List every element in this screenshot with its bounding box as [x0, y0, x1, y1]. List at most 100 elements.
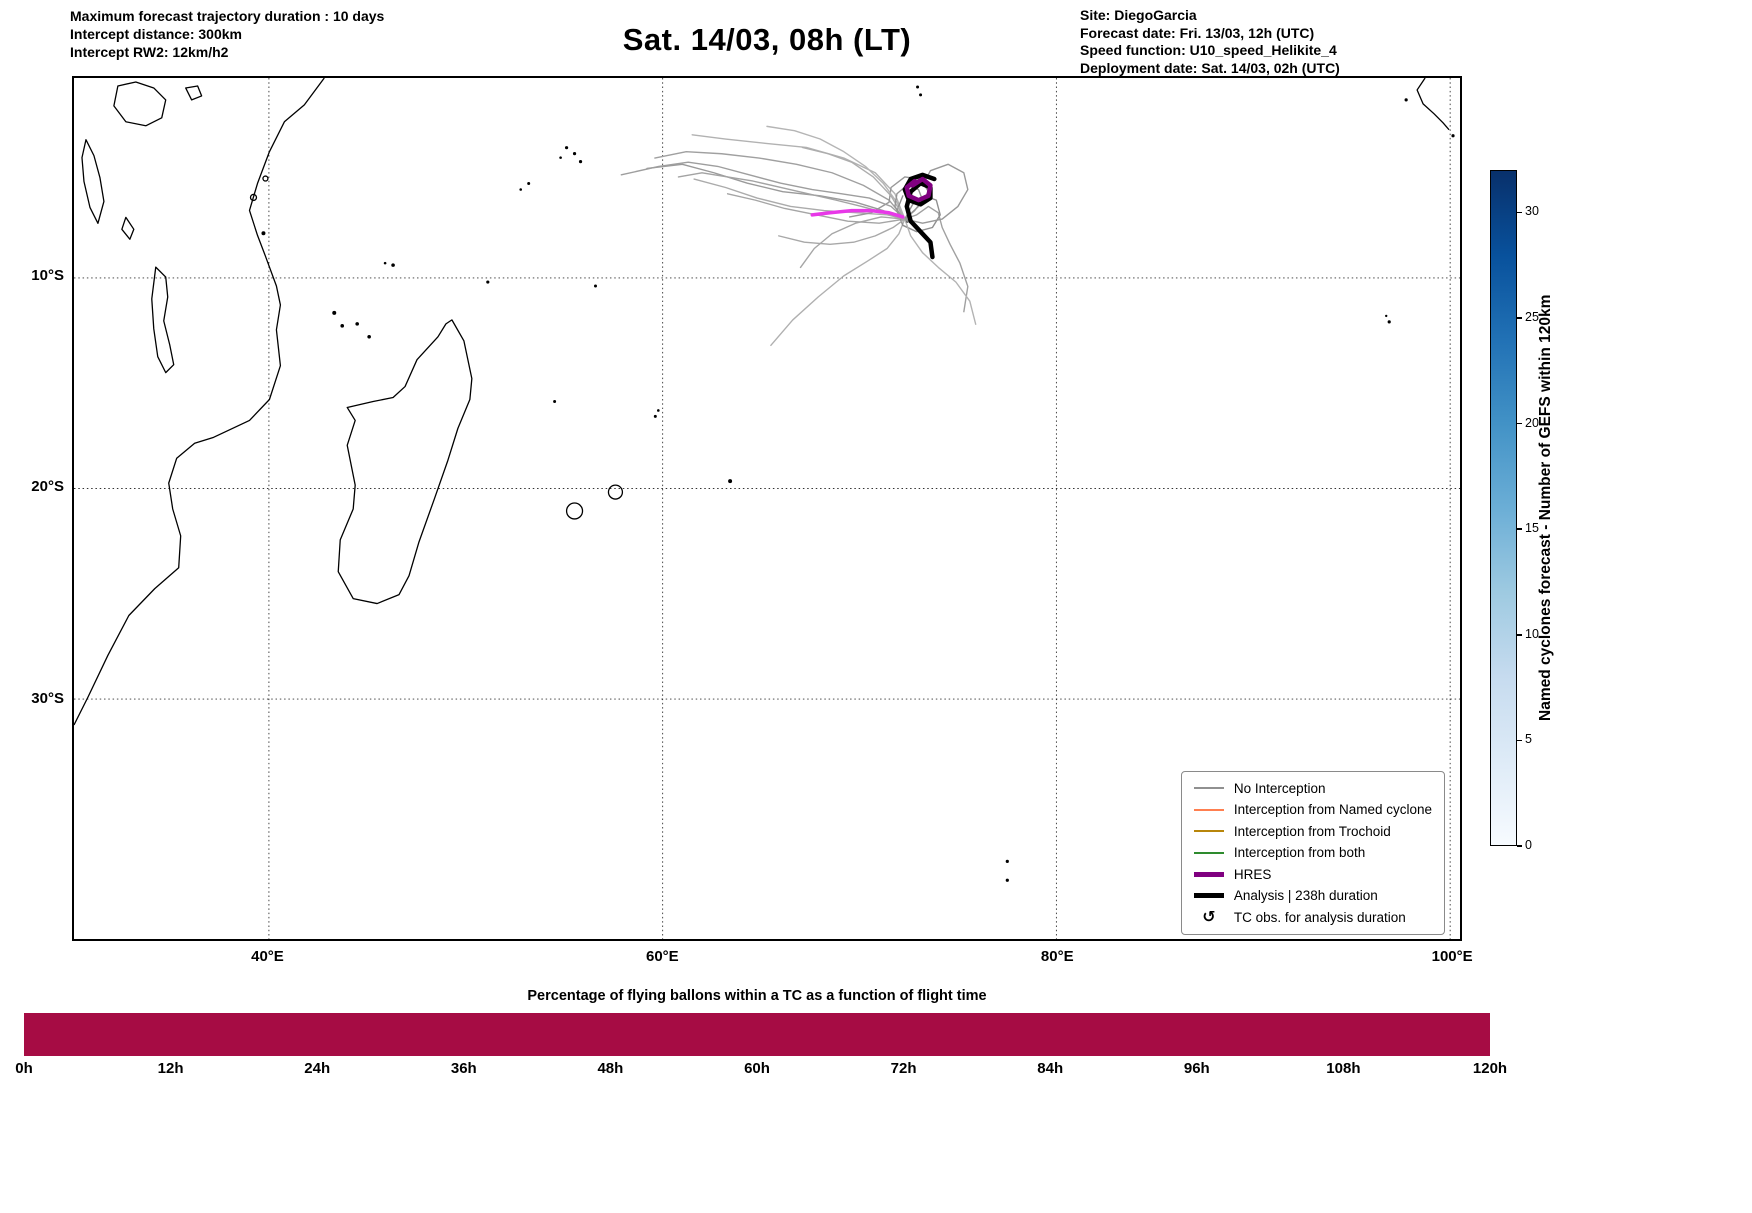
- madagascar-coastline: [337, 319, 473, 605]
- flight-time-tick-label: 120h: [1472, 1060, 1508, 1077]
- st-brandon-island: [657, 409, 660, 412]
- legend-line-sample: [1193, 851, 1224, 854]
- zanzibar-island: [249, 193, 258, 202]
- lake-malawi: [151, 266, 175, 374]
- comoros-island: [340, 324, 345, 328]
- st-brandon-island: [653, 414, 657, 418]
- seychelles-island: [564, 146, 569, 150]
- bottom-chart-title: Percentage of flying ballons within a TC…: [527, 988, 987, 1004]
- bottom-axis-ticks: 0h 12h 24h 36h 48h 60h 72h 84h 96h 108h 120h: [15, 1060, 1507, 1082]
- trajectory-no-interception: [770, 218, 906, 347]
- maldives-island: [919, 93, 923, 97]
- trajectory-no-interception: [646, 163, 906, 220]
- seychelles-island: [559, 156, 562, 159]
- legend: No Interception Interception from Named c…: [1180, 770, 1445, 935]
- colorbar-tick-label: 5: [1525, 732, 1532, 747]
- legend-line-sample: [1193, 871, 1224, 877]
- mayotte-island: [367, 335, 371, 339]
- flight-time-tick-label: 24h: [304, 1060, 331, 1077]
- legend-label: No Interception: [1233, 780, 1326, 796]
- flight-time-tick-label: 72h: [890, 1060, 917, 1077]
- trajectory-no-interception: [904, 205, 969, 313]
- legend-item: Interception from both: [1186, 842, 1440, 864]
- legend-line: [1193, 851, 1224, 854]
- islands: [249, 85, 1455, 882]
- flight-time-tick-label: 48h: [597, 1060, 624, 1077]
- legend-line-sample: [1193, 808, 1224, 811]
- colorbar-tick-mark: [1517, 634, 1522, 636]
- lake-rukwa: [121, 216, 135, 240]
- tc-percentage-bar: [24, 1013, 1490, 1056]
- coastlines: [74, 78, 1450, 726]
- trajectory-no-interception: [766, 125, 906, 220]
- param-intercept-rw2: Intercept RW2: 12km/h2: [70, 44, 229, 60]
- trajectory-no-interception: [904, 218, 977, 325]
- flight-time-tick-label: 84h: [1037, 1060, 1064, 1077]
- legend-label: Analysis | 238h duration: [1233, 888, 1378, 904]
- legend-item: No Interception: [1186, 778, 1440, 800]
- colorbar: [1490, 170, 1517, 846]
- speed-function: Speed function: U10_speed_Helikite_4: [1080, 42, 1337, 58]
- colorbar-tick-mark: [1517, 739, 1522, 742]
- tc-obs-marker-icon: ↺: [1202, 909, 1216, 927]
- cocos-island: [1387, 320, 1391, 324]
- colorbar-tick-label: 30: [1525, 204, 1539, 219]
- forecast-date: Forecast date: Fri. 13/03, 12h (UTC): [1080, 24, 1315, 41]
- y-tick-label: 20°S: [31, 478, 64, 496]
- trajectory-no-interception: [799, 216, 906, 269]
- deployment-date: Deployment date: Sat. 14/03, 02h (UTC): [1080, 59, 1340, 76]
- lake-victoria: [113, 81, 167, 127]
- maldives-island: [916, 85, 920, 89]
- trajectory-no-interception: [693, 178, 906, 220]
- trajectory-no-interception: [620, 161, 906, 220]
- comoros-island: [332, 310, 337, 315]
- aldabra-island: [383, 261, 387, 265]
- flight-time-tick-label: 0h: [15, 1060, 33, 1077]
- colorbar-tick-mark: [1517, 528, 1522, 530]
- mauritius-island: [607, 484, 624, 500]
- param-intercept-distance: Intercept distance: 300km: [70, 26, 242, 42]
- africa-coastline: [74, 78, 325, 726]
- nias-island: [1404, 98, 1408, 102]
- trajectory-no-interception: [778, 218, 906, 246]
- st-paul-island: [1005, 878, 1009, 882]
- seychelles-island: [578, 160, 583, 164]
- forecast-parameters: Maximum forecast trajectory duration : 1…: [70, 7, 384, 61]
- figure-title: Sat. 14/03, 08h (LT): [622, 22, 912, 57]
- map-panel: No Interception Interception from Named c…: [72, 76, 1462, 941]
- flight-time-tick-label: 96h: [1183, 1060, 1210, 1077]
- reunion-island: [565, 502, 584, 520]
- tromelin-island: [553, 400, 557, 403]
- colorbar-tick-mark: [1517, 422, 1522, 425]
- trajectory-no-interception: [904, 163, 969, 224]
- trajectory-no-interception: [654, 150, 906, 220]
- param-max-duration: Maximum forecast trajectory duration : 1…: [70, 8, 385, 24]
- legend-label: HRES: [1233, 866, 1272, 882]
- x-tick-label: 40°E: [251, 948, 284, 965]
- legend-line: [1193, 830, 1224, 833]
- legend-item: Interception from Named cyclone: [1186, 799, 1440, 821]
- legend-line: [1193, 871, 1224, 877]
- lake-outline: [185, 85, 203, 101]
- y-tick-label: 10°S: [31, 266, 64, 284]
- legend-line: [1193, 787, 1224, 790]
- colorbar-tick-label: 20: [1525, 415, 1539, 430]
- mafia-island: [261, 231, 266, 236]
- colorbar-tick-mark: [1517, 317, 1522, 319]
- colorbar-tick-label: 0: [1525, 838, 1532, 852]
- colorbar-tick-label: 10: [1525, 626, 1539, 641]
- lake-tanganyika: [81, 139, 105, 224]
- sumatra-coastline: [1416, 78, 1450, 131]
- trajectory-hres: [810, 208, 905, 219]
- amsterdam-island: [1005, 859, 1009, 863]
- seychelles-island: [572, 152, 577, 156]
- site-name: Site: DiegoGarcia: [1080, 7, 1197, 23]
- amirantes-island: [527, 182, 531, 186]
- flight-time-tick-label: 36h: [450, 1060, 477, 1077]
- mentawai-island: [1451, 134, 1455, 138]
- rodrigues-island: [728, 479, 733, 484]
- amirantes-island: [519, 188, 523, 191]
- x-tick-label: 80°E: [1040, 948, 1074, 965]
- aldabra-island: [391, 263, 395, 267]
- legend-line-sample: [1193, 830, 1224, 833]
